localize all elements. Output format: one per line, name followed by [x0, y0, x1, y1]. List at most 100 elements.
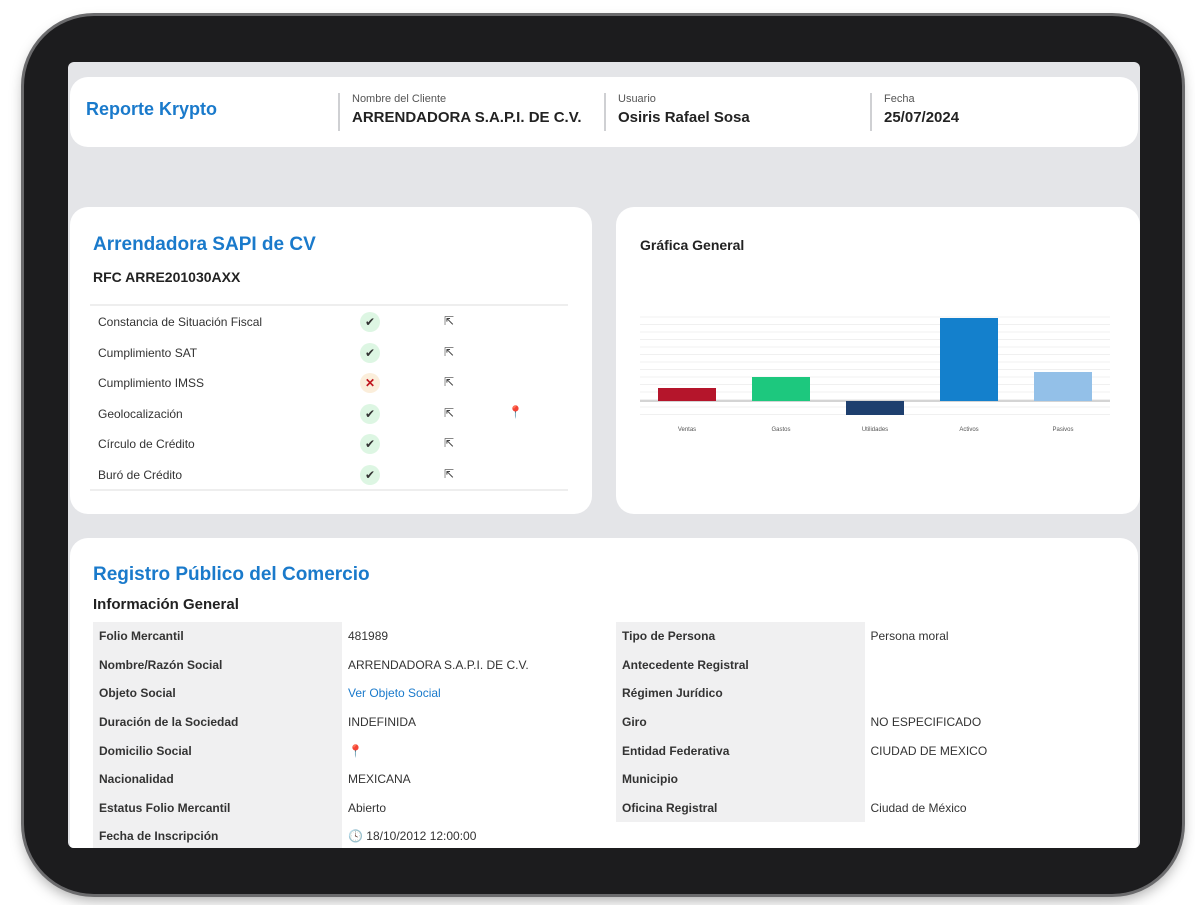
check-label: Cumplimiento IMSS [98, 376, 205, 390]
field-value: CIUDAD DE MEXICO [870, 743, 988, 758]
registro-subtitle: Información General [93, 596, 239, 613]
check-icon: ✔ [360, 403, 380, 424]
bar-gastos[interactable] [752, 377, 810, 401]
field-label: Objeto Social [93, 679, 342, 708]
registro-card: Registro Público del Comercio Informació… [70, 538, 1138, 848]
check-label: Cumplimiento SAT [98, 345, 198, 360]
check-row: Cumplimiento SAT ✔ ⇱ [90, 337, 568, 368]
company-name: Arrendadora SAPI de CV [93, 234, 316, 255]
table-row: Régimen Jurídico [616, 679, 1138, 708]
check-icon: ✔ [360, 464, 380, 485]
share-icon[interactable]: ⇱ [444, 344, 455, 359]
check-row: Constancia de Situación Fiscal ✔ ⇱ [90, 306, 568, 337]
share-icon[interactable]: ⇱ [444, 405, 455, 420]
check-icon: ✔ [360, 312, 380, 332]
x-tick-label: Gastos [771, 427, 790, 433]
check-label: Buró de Crédito [98, 467, 183, 482]
field-label: Tipo de Persona [616, 622, 865, 651]
table-row: Municipio [616, 764, 1138, 794]
field-label: Fecha de Inscripción [93, 822, 342, 848]
x-tick-label: Pasivos [1052, 427, 1073, 433]
field-value: 481989 [348, 629, 389, 644]
x-tick-label: Ventas [678, 427, 696, 433]
registro-title: Registro Público del Comercio [93, 564, 370, 585]
x-tick-label: Utilidades [862, 427, 888, 433]
field-value: INDEFINIDA [348, 715, 417, 730]
field-value-cell: MEXICANA [342, 765, 616, 794]
table-row: Nombre/Razón Social ARRENDADORA S.A.P.I. … [93, 650, 616, 680]
table-row: Tipo de Persona Persona moral [616, 622, 1138, 651]
share-icon[interactable]: ⇱ [444, 314, 455, 328]
bar-ventas[interactable] [658, 388, 716, 401]
company-card: Arrendadora SAPI de CV RFC ARRE201030AXX… [70, 207, 592, 514]
screen: Reporte Krypto Nombre del Cliente ARRENDA… [68, 62, 1140, 848]
field-value-cell: Ciudad de México [865, 794, 1139, 823]
field-value-cell: ARRENDADORA S.A.P.I. DE C.V. [342, 651, 616, 680]
field-value: 18/10/2012 12:00:00 [366, 829, 477, 844]
check-row: Buró de Crédito ✔ ⇱ [90, 459, 568, 490]
table-row: Fecha de Inscripción 🕓 18/10/2012 12:00:0… [93, 822, 616, 848]
location-pin-icon[interactable]: 📍 [348, 743, 363, 758]
checks-list: Constancia de Situación Fiscal ✔ ⇱ Cumpli… [90, 304, 568, 491]
field-value-cell: 🕓 18/10/2012 12:00:00 [342, 822, 616, 848]
check-label: Constancia de Situación Fiscal [98, 315, 263, 329]
field-value-cell: Ver Objeto Social [342, 679, 616, 708]
table-row: Antecedente Registral [616, 650, 1139, 680]
field-label: Antecedente Registral [616, 650, 865, 680]
bar-chart: Ventas Gastos Utilidades Activos Pasivos [640, 316, 1110, 433]
field-value-cell: Persona moral [865, 622, 1139, 651]
bar-pasivos[interactable] [1034, 372, 1092, 401]
ver-objeto-social-link[interactable]: Ver Objeto Social [348, 686, 441, 701]
field-label: Duración de la Sociedad [93, 707, 342, 737]
field-value: NO ESPECIFICADO [870, 715, 982, 730]
x-tick-label: Activos [959, 427, 978, 433]
field-value-cell [865, 679, 1139, 708]
location-pin-icon[interactable]: 📍 [508, 404, 523, 419]
chart-title: Gráfica General [640, 237, 745, 253]
bar-activos[interactable] [940, 318, 998, 401]
field-value-cell [865, 651, 1139, 680]
report-header: Reporte Krypto Nombre del Cliente ARRENDA… [70, 77, 1138, 147]
check-row: Círculo de Crédito ✔ ⇱ [90, 428, 568, 459]
chart-card: Gráfica General Ventas Gastos Utilidades Ac… [616, 207, 1140, 514]
field-label: Giro [616, 707, 865, 737]
field-value: Persona moral [870, 629, 949, 644]
field-value-cell: Abierto [342, 794, 616, 823]
table-row: Nacionalidad MEXICANA [93, 764, 616, 794]
table-row: Giro NO ESPECIFICADO [616, 707, 1139, 737]
share-icon[interactable]: ⇱ [444, 466, 455, 481]
field-value: Abierto [348, 800, 387, 815]
user-value: Osiris Rafael Sosa [618, 109, 750, 126]
field-value-cell: CIUDAD DE MEXICO [865, 736, 1139, 765]
field-label: Domicilio Social [93, 736, 342, 765]
check-label: Geolocalización [98, 406, 183, 421]
date-label: Fecha [884, 93, 915, 105]
field-label: Nacionalidad [93, 764, 342, 794]
client-value: ARRENDADORA S.A.P.I. DE C.V. [352, 109, 582, 126]
check-label: Círculo de Crédito [98, 437, 195, 451]
info-table-right: Tipo de Persona Persona moral Antecedente … [616, 622, 1139, 823]
company-rfc: RFC ARRE201030AXX [93, 269, 241, 285]
field-label: Municipio [616, 764, 865, 794]
table-row: Entidad Federativa CIUDAD DE MEXICO [616, 736, 1138, 765]
client-label: Nombre del Cliente [352, 93, 447, 105]
field-label: Entidad Federativa [616, 736, 865, 765]
field-label: Nombre/Razón Social [93, 650, 342, 680]
client-field: Nombre del Cliente ARRENDADORA S.A.P.I. D… [338, 93, 582, 131]
share-icon[interactable]: ⇱ [444, 436, 455, 450]
table-row: Domicilio Social 📍 [93, 736, 616, 765]
field-value: Ciudad de México [870, 800, 967, 815]
table-row: Objeto Social Ver Objeto Social [93, 679, 616, 708]
bar-utilidades[interactable] [846, 401, 904, 415]
field-label: Oficina Registral [616, 793, 865, 823]
date-field: Fecha 25/07/2024 [870, 93, 959, 131]
check-row: Geolocalización ✔ ⇱ 📍 [90, 398, 568, 429]
field-value-cell: 📍 [342, 736, 616, 765]
table-row: Duración de la Sociedad INDEFINIDA [93, 707, 616, 737]
share-icon[interactable]: ⇱ [444, 375, 455, 389]
table-row: Oficina Registral Ciudad de México [616, 793, 1139, 823]
x-icon: ✕ [360, 373, 380, 393]
user-label: Usuario [618, 93, 656, 105]
field-value: ARRENDADORA S.A.P.I. DE C.V. [348, 657, 529, 672]
field-value-cell: NO ESPECIFICADO [865, 708, 1139, 737]
